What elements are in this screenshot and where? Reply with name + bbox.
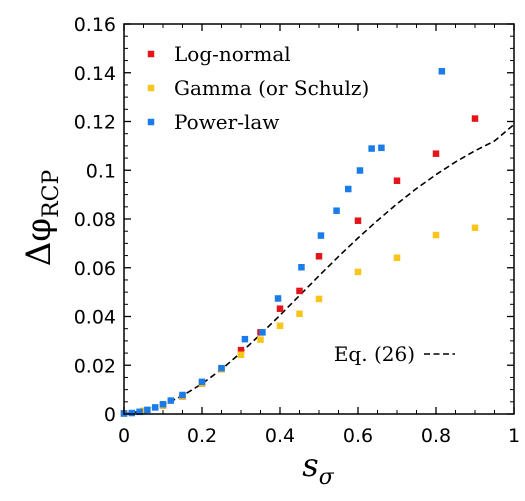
y-tick-label: 0.1 bbox=[86, 160, 116, 182]
data-point bbox=[393, 177, 401, 184]
legend-marker bbox=[147, 50, 155, 58]
data-point bbox=[345, 185, 352, 193]
data-point bbox=[128, 409, 136, 417]
data-point bbox=[198, 378, 206, 386]
x-tick-label: 0 bbox=[118, 425, 130, 447]
series-2 bbox=[120, 68, 446, 417]
y-tick-label: 0.16 bbox=[74, 14, 116, 36]
y-axis-label-main: Δφ bbox=[19, 218, 59, 266]
data-point bbox=[179, 391, 186, 399]
data-point bbox=[317, 232, 325, 239]
data-point bbox=[259, 329, 266, 336]
y-tick-label: 0.02 bbox=[74, 355, 116, 377]
data-point bbox=[159, 401, 167, 408]
data-point bbox=[393, 254, 401, 262]
data-point bbox=[144, 406, 151, 414]
data-point bbox=[237, 351, 245, 359]
y-tick-label: 0.06 bbox=[74, 258, 116, 280]
y-tick-label: 0.12 bbox=[74, 112, 116, 134]
legend-marker bbox=[147, 118, 155, 126]
y-tick-label: 0.08 bbox=[74, 209, 116, 231]
points-layer bbox=[120, 68, 479, 417]
x-tick-label: 0.6 bbox=[343, 425, 373, 447]
data-point bbox=[354, 268, 362, 276]
y-tick-label: 0 bbox=[104, 404, 116, 426]
data-point bbox=[276, 305, 284, 312]
legend-label: Gamma (or Schulz) bbox=[174, 76, 369, 100]
data-point bbox=[218, 364, 225, 372]
data-point bbox=[136, 408, 143, 416]
data-point bbox=[438, 68, 446, 75]
data-point bbox=[471, 115, 479, 122]
x-axis-label-main: s bbox=[302, 446, 318, 484]
data-point bbox=[315, 253, 323, 260]
data-point bbox=[432, 231, 440, 239]
data-point bbox=[237, 346, 245, 354]
y-axis-label: ΔφRCP bbox=[19, 170, 64, 267]
data-point bbox=[274, 295, 282, 302]
legend-label: Log-normal bbox=[174, 42, 291, 66]
data-point bbox=[140, 407, 147, 415]
data-point bbox=[315, 295, 323, 303]
x-tick-label: 1 bbox=[508, 425, 520, 447]
data-point bbox=[296, 287, 303, 295]
eq-legend: Eq. (26) bbox=[334, 342, 455, 366]
x-tick-label: 0.8 bbox=[421, 425, 451, 447]
plot-frame bbox=[123, 23, 515, 415]
y-tick-labels: 0 0.02 0.04 0.06 0.08 0.1 0.12 0.14 0.16 bbox=[74, 14, 116, 426]
data-point bbox=[151, 404, 159, 411]
data-point bbox=[241, 335, 249, 343]
data-point bbox=[368, 145, 375, 152]
data-point bbox=[471, 224, 479, 232]
eq-legend-label: Eq. (26) bbox=[334, 342, 415, 366]
data-point bbox=[298, 264, 305, 271]
legend-marker bbox=[147, 84, 155, 92]
data-point bbox=[354, 217, 362, 224]
data-point bbox=[333, 207, 340, 214]
x-tick-label: 0.2 bbox=[187, 425, 217, 447]
data-point bbox=[276, 322, 284, 330]
x-axis-label: sσ bbox=[302, 446, 334, 490]
series-1 bbox=[120, 224, 479, 417]
data-point bbox=[378, 144, 385, 152]
x-axis-label-sub: σ bbox=[319, 465, 335, 490]
curve-layer bbox=[123, 123, 515, 415]
x-tick-label: 0.4 bbox=[265, 425, 295, 447]
data-point bbox=[356, 167, 364, 174]
y-axis-label-sub: RCP bbox=[39, 170, 64, 218]
legend: Log-normal Gamma (or Schulz) Power-law bbox=[147, 42, 369, 134]
data-point bbox=[296, 310, 303, 318]
x-tick-labels: 0 0.2 0.4 0.6 0.8 1 bbox=[118, 425, 520, 447]
data-point bbox=[432, 150, 440, 157]
y-tick-label: 0.04 bbox=[74, 307, 116, 329]
legend-label: Power-law bbox=[174, 110, 279, 134]
data-point bbox=[167, 397, 175, 404]
y-tick-label: 0.14 bbox=[74, 63, 116, 85]
eq26-curve bbox=[123, 123, 515, 415]
data-point bbox=[257, 336, 264, 343]
